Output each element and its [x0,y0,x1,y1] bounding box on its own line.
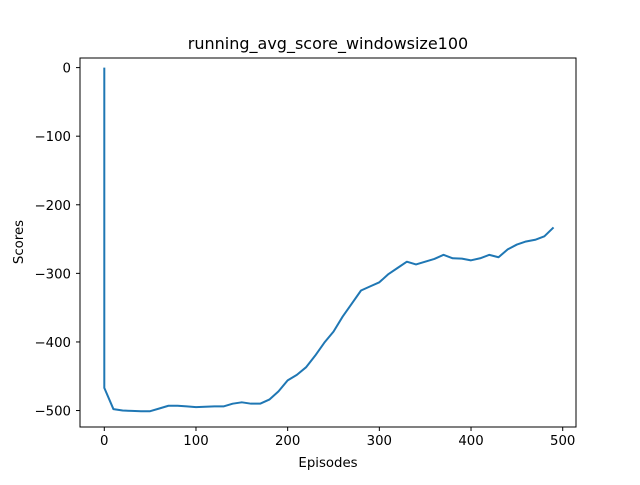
x-tick-label: 500 [550,434,575,449]
x-tick-label: 300 [367,434,392,449]
x-tick-label: 200 [275,434,300,449]
y-axis-label: Scores [12,220,27,264]
y-tick-label: −100 [34,130,71,145]
y-tick-label: −200 [34,199,71,214]
y-tick-label: 0 [63,62,71,77]
series-line-0 [103,67,555,413]
y-tick-label: −500 [34,405,71,420]
x-axis-label: Episodes [298,456,357,471]
x-tick-label: 400 [458,434,483,449]
axes-frame [79,57,577,428]
x-tick-label: 0 [100,434,108,449]
chart-title: running_avg_score_windowsize100 [188,34,468,54]
y-tick-label: −400 [34,336,71,351]
plot-area [103,67,555,413]
x-axis: 0 100 200 300 400 500 [100,427,575,449]
x-tick-label: 100 [183,434,208,449]
y-axis: 0 −100 −200 −300 −400 −500 [34,62,80,420]
y-tick-label: −300 [34,267,71,282]
